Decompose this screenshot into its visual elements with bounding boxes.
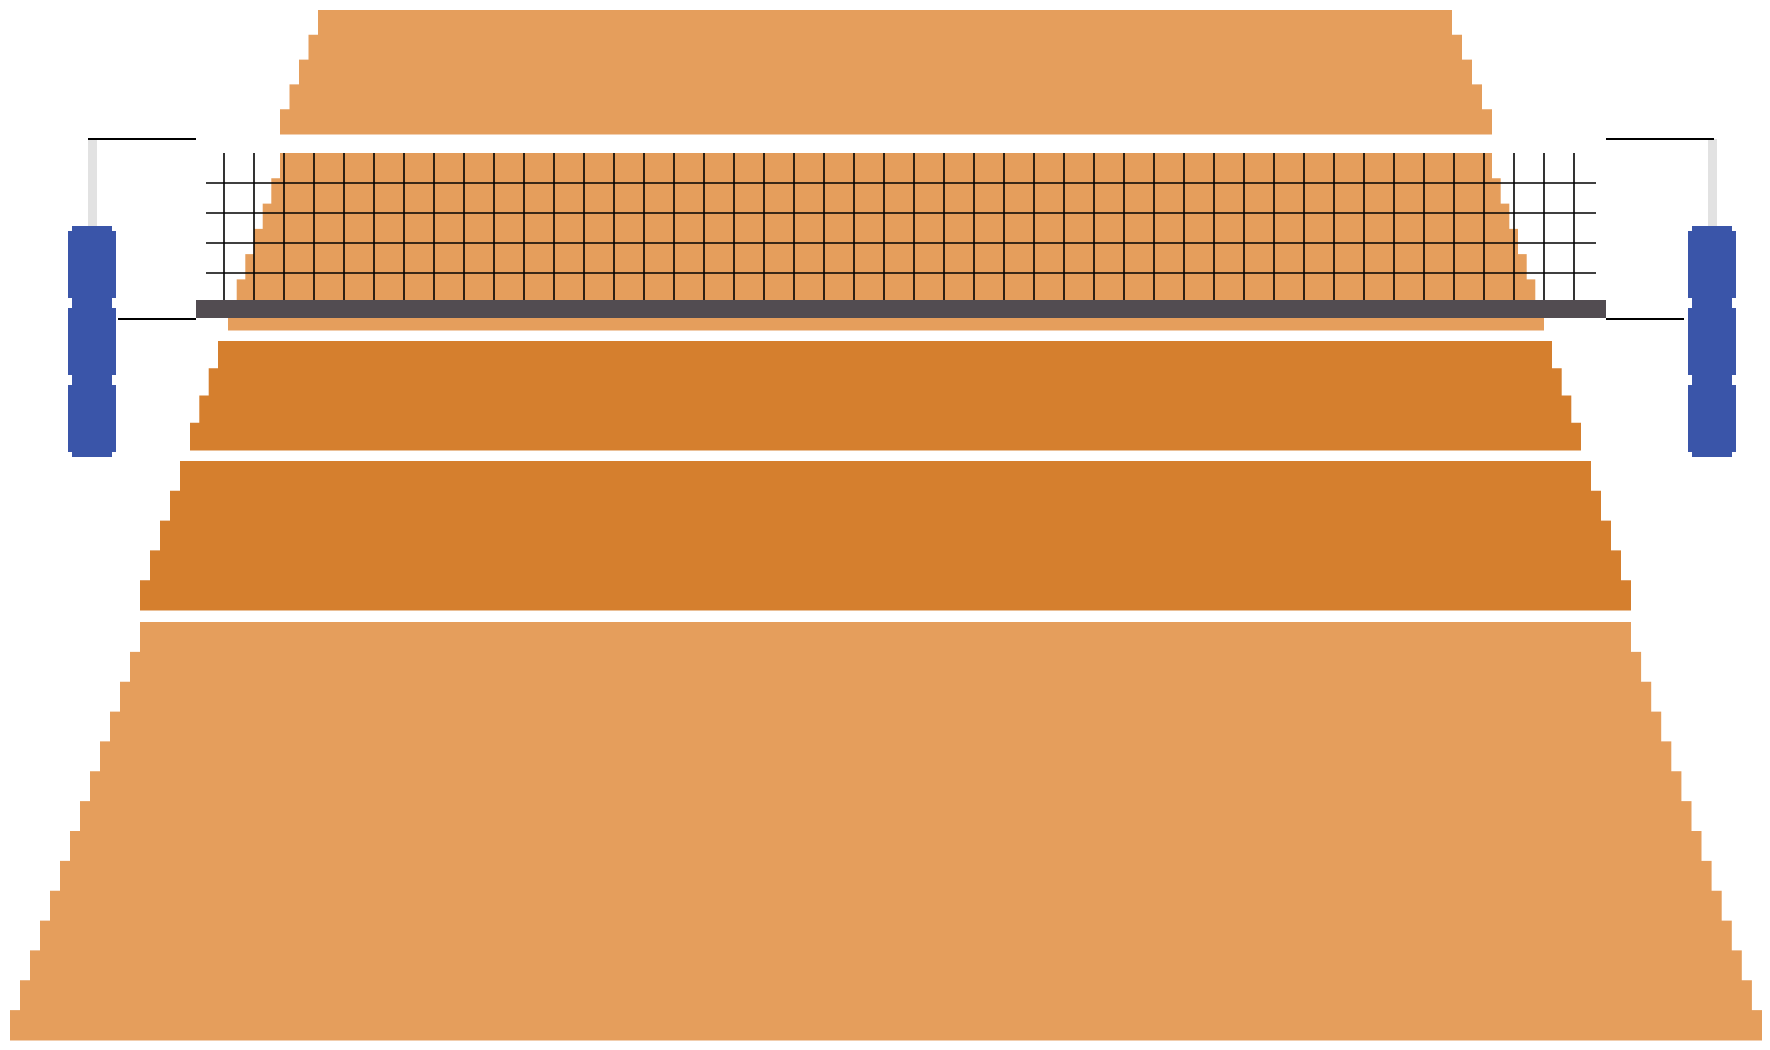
pole-pad-icon <box>1688 380 1736 457</box>
pole-pad-icon <box>68 303 116 380</box>
court-floor <box>10 10 1762 1041</box>
far-court-zone <box>280 10 1492 135</box>
pole-pad-icon <box>1688 226 1736 303</box>
net-poles <box>68 139 1736 457</box>
pole-shaft <box>88 139 97 229</box>
net-bottom-band <box>196 300 1606 318</box>
pole-shaft <box>1708 139 1717 229</box>
pole-pad-icon <box>68 226 116 303</box>
net-pole-right <box>1688 139 1736 457</box>
front-zone-upper <box>190 341 1581 451</box>
court-behind-net <box>228 153 1544 331</box>
net-pole-left <box>68 139 116 457</box>
pole-pad-icon <box>68 380 116 457</box>
pole-pad-icon <box>1688 303 1736 380</box>
volleyball-net-icon <box>88 138 1714 320</box>
front-zone-lower <box>140 461 1631 611</box>
back-court-zone <box>10 622 1762 1041</box>
